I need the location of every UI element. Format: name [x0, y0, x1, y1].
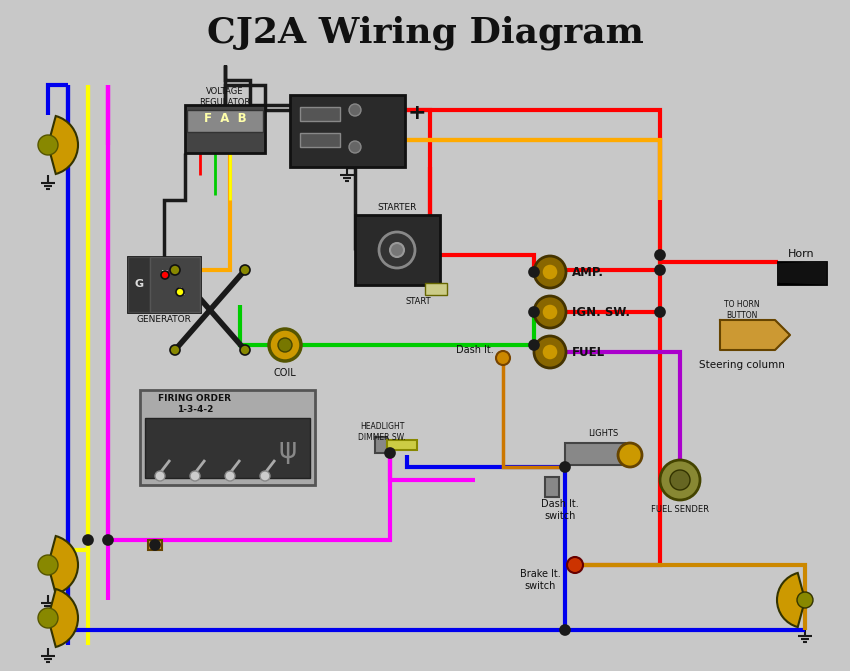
Bar [150, 257, 200, 312]
Bar [290, 95, 405, 167]
Circle shape [534, 336, 566, 368]
Text: GENERATOR: GENERATOR [137, 315, 191, 325]
Circle shape [529, 307, 539, 317]
Circle shape [496, 351, 510, 365]
Bar [778, 262, 826, 284]
Circle shape [278, 338, 292, 352]
Bar [187, 110, 263, 132]
Text: IGN. SW.: IGN. SW. [572, 305, 630, 319]
Circle shape [260, 471, 270, 481]
Circle shape [83, 535, 93, 545]
Text: Brake lt.
switch: Brake lt. switch [519, 569, 560, 590]
Text: TO HORN
BUTTON: TO HORN BUTTON [724, 301, 760, 319]
Text: COIL: COIL [274, 368, 297, 378]
Text: Horn: Horn [788, 249, 814, 259]
Circle shape [534, 256, 566, 288]
Circle shape [349, 104, 361, 116]
Circle shape [618, 443, 642, 467]
Bar [148, 540, 162, 550]
Circle shape [660, 460, 700, 500]
Text: FUEL SENDER: FUEL SENDER [651, 505, 709, 515]
Wedge shape [48, 589, 78, 647]
Text: Dash lt.: Dash lt. [456, 345, 494, 355]
Circle shape [379, 232, 415, 268]
Wedge shape [777, 573, 805, 627]
Circle shape [390, 243, 404, 257]
Circle shape [240, 345, 250, 355]
Circle shape [38, 608, 58, 628]
Circle shape [269, 329, 301, 361]
Bar [375, 437, 387, 453]
Text: F  A  B: F A B [204, 111, 246, 125]
Text: +: + [408, 103, 427, 123]
Circle shape [240, 265, 250, 275]
Wedge shape [48, 116, 78, 174]
Circle shape [655, 265, 665, 275]
Text: START: START [405, 297, 431, 307]
Bar [145, 418, 310, 478]
Circle shape [161, 271, 169, 279]
Polygon shape [720, 320, 790, 350]
Bar [355, 215, 440, 285]
Bar [140, 390, 315, 485]
Circle shape [38, 135, 58, 155]
Circle shape [655, 250, 665, 260]
Circle shape [176, 288, 184, 296]
Bar [128, 257, 150, 312]
Polygon shape [778, 262, 826, 284]
Wedge shape [48, 536, 78, 594]
Text: Steering column: Steering column [699, 360, 785, 370]
Text: A: A [176, 287, 184, 297]
Circle shape [349, 141, 361, 153]
Circle shape [655, 307, 665, 317]
Circle shape [542, 264, 558, 280]
Text: HEADLIGHT
DIMMER SW.: HEADLIGHT DIMMER SW. [358, 422, 405, 442]
Circle shape [155, 471, 165, 481]
Bar [425, 283, 447, 295]
Circle shape [560, 462, 570, 472]
Text: F: F [162, 270, 169, 280]
Text: G: G [134, 279, 144, 289]
Circle shape [542, 344, 558, 360]
Circle shape [170, 265, 180, 275]
Text: CJ2A Wiring Diagram: CJ2A Wiring Diagram [207, 15, 643, 50]
Circle shape [150, 540, 160, 550]
Bar [128, 257, 200, 312]
Circle shape [542, 304, 558, 320]
Text: AMP.: AMP. [572, 266, 604, 278]
Circle shape [529, 267, 539, 277]
Circle shape [534, 296, 566, 328]
Circle shape [225, 471, 235, 481]
Circle shape [190, 471, 200, 481]
Text: VOLTAGE
REGULATOR: VOLTAGE REGULATOR [200, 87, 251, 107]
Text: FUEL: FUEL [572, 346, 605, 358]
Circle shape [38, 555, 58, 575]
Circle shape [567, 557, 583, 573]
Circle shape [797, 592, 813, 608]
Bar [300, 107, 340, 121]
Circle shape [560, 625, 570, 635]
Bar [185, 105, 265, 153]
Bar [387, 440, 417, 450]
Text: STARTER: STARTER [377, 203, 416, 213]
Text: FIRING ORDER
1-3-4-2: FIRING ORDER 1-3-4-2 [158, 395, 231, 414]
Circle shape [170, 345, 180, 355]
Circle shape [103, 535, 113, 545]
Circle shape [385, 448, 395, 458]
Bar [300, 133, 340, 147]
Circle shape [670, 470, 690, 490]
Circle shape [529, 340, 539, 350]
Bar [545, 477, 559, 497]
Text: LIGHTS: LIGHTS [588, 429, 618, 437]
Text: Dash lt.
switch: Dash lt. switch [541, 499, 579, 521]
Text: ψ: ψ [279, 436, 298, 464]
Bar [565, 443, 625, 465]
